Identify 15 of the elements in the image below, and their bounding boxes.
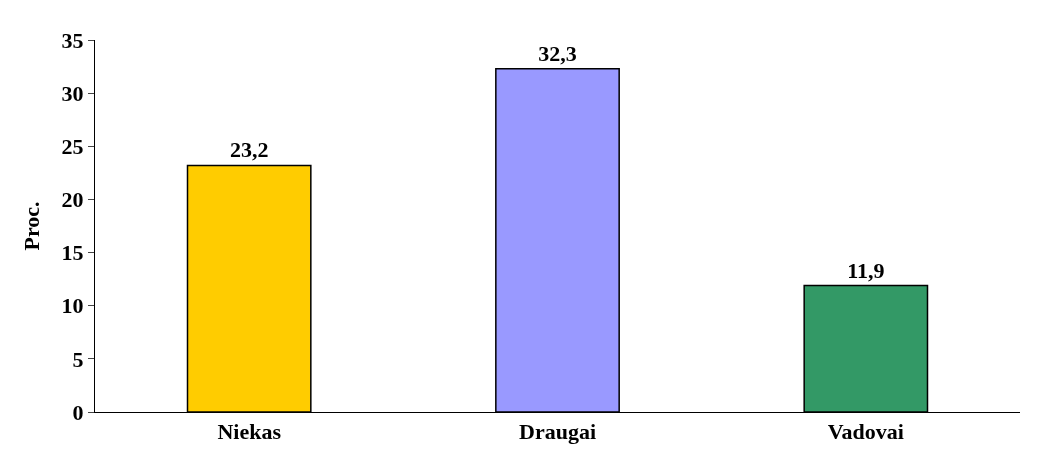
y-tick-label: 35: [61, 27, 84, 53]
y-tick-label: 30: [61, 80, 84, 106]
x-tick-label: Draugai: [519, 419, 596, 445]
data-label: 23,2: [229, 137, 269, 163]
y-tick-label: 25: [61, 133, 84, 159]
y-tick-label: 20: [61, 187, 84, 213]
data-label: 32,3: [538, 40, 577, 66]
y-tick-label: 15: [61, 240, 84, 266]
y-tick-label: 5: [72, 346, 84, 372]
x-tick-label: Vadovai: [827, 419, 904, 445]
y-axis-title: Proc.: [19, 201, 45, 251]
x-tick-label: Niekas: [217, 419, 282, 445]
y-tick-label: 0: [72, 399, 84, 425]
data-label: 11,9: [847, 257, 885, 283]
y-tick-label: 10: [61, 293, 84, 319]
